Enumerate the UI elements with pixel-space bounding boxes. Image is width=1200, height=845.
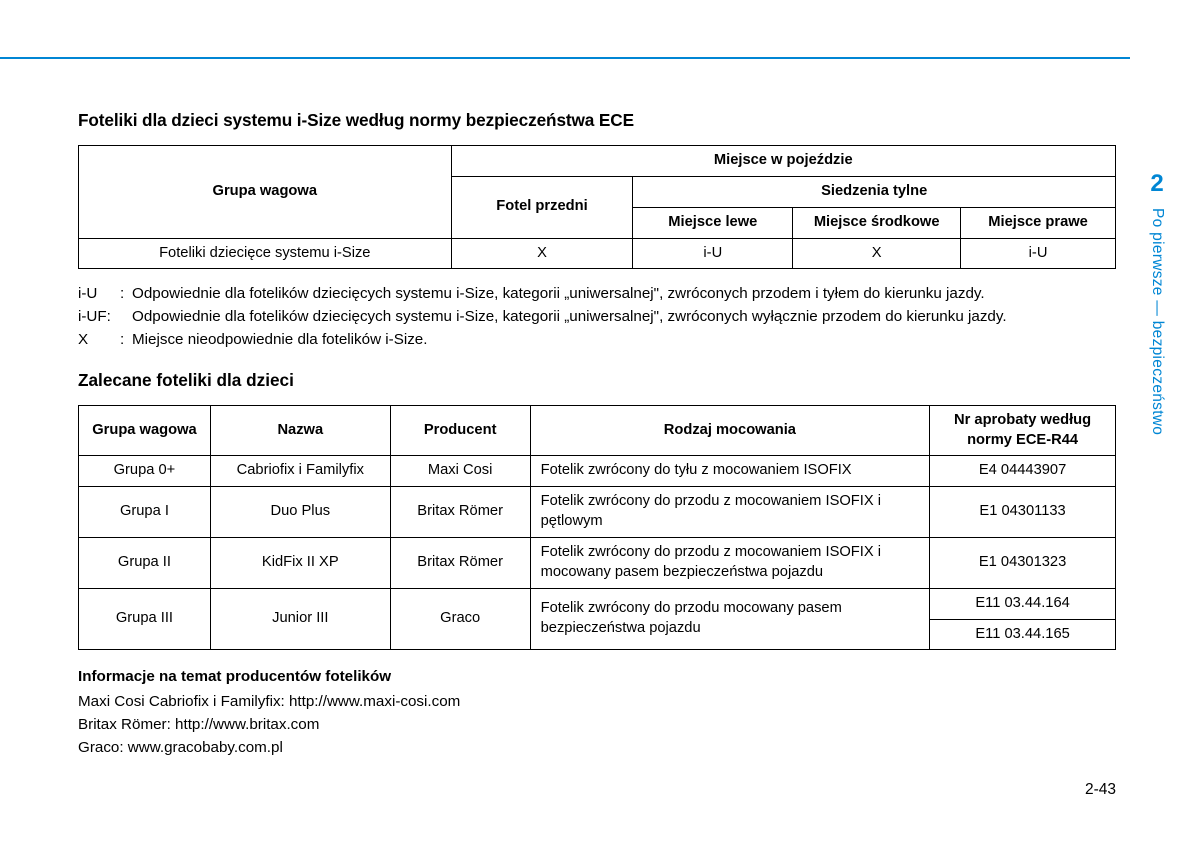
cell-producer: Britax Römer <box>390 537 530 588</box>
side-tab-text: Po pierwsze — bezpieczeństwo <box>1148 208 1166 435</box>
side-tab: 2 Po pierwsze — bezpieczeństwo <box>1142 170 1172 435</box>
legend-colon-x: : <box>120 329 132 352</box>
cell-approval-1: E11 03.44.164 <box>930 588 1116 619</box>
th2-group: Grupa wagowa <box>79 405 211 456</box>
cell-name: Cabriofix i Familyfix <box>210 456 390 487</box>
th-front-seat: Fotel przedni <box>451 176 633 238</box>
recommended-table: Grupa wagowa Nazwa Producent Rodzaj moco… <box>78 405 1116 651</box>
cell-name: Duo Plus <box>210 487 390 538</box>
manufacturer-line: Graco: www.gracobaby.com.pl <box>78 737 1116 760</box>
th-rear-seats: Siedzenia tylne <box>633 176 1116 207</box>
legend-colon-iuf <box>120 306 132 329</box>
cell-group: Grupa I <box>79 487 211 538</box>
page-content: Foteliki dla dzieci systemu i-Size wedłu… <box>78 110 1116 760</box>
row-front: X <box>451 238 633 269</box>
th2-producer: Producent <box>390 405 530 456</box>
table-row: Grupa III Junior III Graco Fotelik zwróc… <box>79 588 1116 619</box>
cell-mount: Fotelik zwrócony do przodu z mocowaniem … <box>530 537 930 588</box>
isize-table: Grupa wagowa Miejsce w pojeździe Fotel p… <box>78 145 1116 269</box>
row-label: Foteliki dziecięce systemu i-Size <box>79 238 452 269</box>
legend-colon: : <box>120 283 132 306</box>
th-left: Miejsce lewe <box>633 207 793 238</box>
cell-producer: Graco <box>390 588 530 650</box>
th2-mount: Rodzaj mocowania <box>530 405 930 456</box>
page-number: 2-43 <box>1085 781 1116 799</box>
header-rule <box>0 57 1130 59</box>
table-row: Grupa II KidFix II XP Britax Römer Fotel… <box>79 537 1116 588</box>
section2-title: Zalecane foteliki dla dzieci <box>78 370 1116 391</box>
cell-mount: Fotelik zwrócony do przodu mocowany pase… <box>530 588 930 650</box>
side-tab-number: 2 <box>1142 170 1172 198</box>
row-left: i-U <box>633 238 793 269</box>
cell-approval: E4 04443907 <box>930 456 1116 487</box>
manufacturers-block: Informacje na temat producentów fotelikó… <box>78 666 1116 759</box>
legend-text-iuf: Odpowiednie dla fotelików dziecięcych sy… <box>132 306 1007 329</box>
row-center: X <box>793 238 961 269</box>
th-right: Miejsce prawe <box>961 207 1116 238</box>
legend: i-U : Odpowiednie dla fotelików dziecięc… <box>78 283 1116 351</box>
cell-mount: Fotelik zwrócony do tyłu z mocowaniem IS… <box>530 456 930 487</box>
th-center: Miejsce środkowe <box>793 207 961 238</box>
cell-group: Grupa III <box>79 588 211 650</box>
cell-group: Grupa 0+ <box>79 456 211 487</box>
manufacturer-line: Maxi Cosi Cabriofix i Familyfix: http://… <box>78 691 1116 714</box>
th2-approval: Nr aprobaty według normy ECE-R44 <box>930 405 1116 456</box>
legend-key-x: X <box>78 329 120 352</box>
th2-name: Nazwa <box>210 405 390 456</box>
legend-key-iuf: i-UF: <box>78 306 120 329</box>
cell-approval: E1 04301133 <box>930 487 1116 538</box>
legend-text-x: Miejsce nieodpowiednie dla fotelików i-S… <box>132 329 427 352</box>
cell-name: KidFix II XP <box>210 537 390 588</box>
legend-text-iu: Odpowiednie dla fotelików dziecięcych sy… <box>132 283 985 306</box>
th-group: Grupa wagowa <box>79 146 452 239</box>
table-row: Grupa I Duo Plus Britax Römer Fotelik zw… <box>79 487 1116 538</box>
cell-name: Junior III <box>210 588 390 650</box>
cell-producer: Britax Römer <box>390 487 530 538</box>
manufacturers-title: Informacje na temat producentów fotelikó… <box>78 666 1116 689</box>
cell-approval-2: E11 03.44.165 <box>930 619 1116 650</box>
legend-key-iu: i-U <box>78 283 120 306</box>
cell-approval: E1 04301323 <box>930 537 1116 588</box>
cell-group: Grupa II <box>79 537 211 588</box>
cell-producer: Maxi Cosi <box>390 456 530 487</box>
row-right: i-U <box>961 238 1116 269</box>
section1-title: Foteliki dla dzieci systemu i-Size wedłu… <box>78 110 1116 131</box>
table-row: Grupa 0+ Cabriofix i Familyfix Maxi Cosi… <box>79 456 1116 487</box>
cell-mount: Fotelik zwrócony do przodu z mocowaniem … <box>530 487 930 538</box>
th-vehicle-place: Miejsce w pojeździe <box>451 146 1115 177</box>
table-row: Foteliki dziecięce systemu i-Size X i-U … <box>79 238 1116 269</box>
manufacturer-line: Britax Römer: http://www.britax.com <box>78 714 1116 737</box>
